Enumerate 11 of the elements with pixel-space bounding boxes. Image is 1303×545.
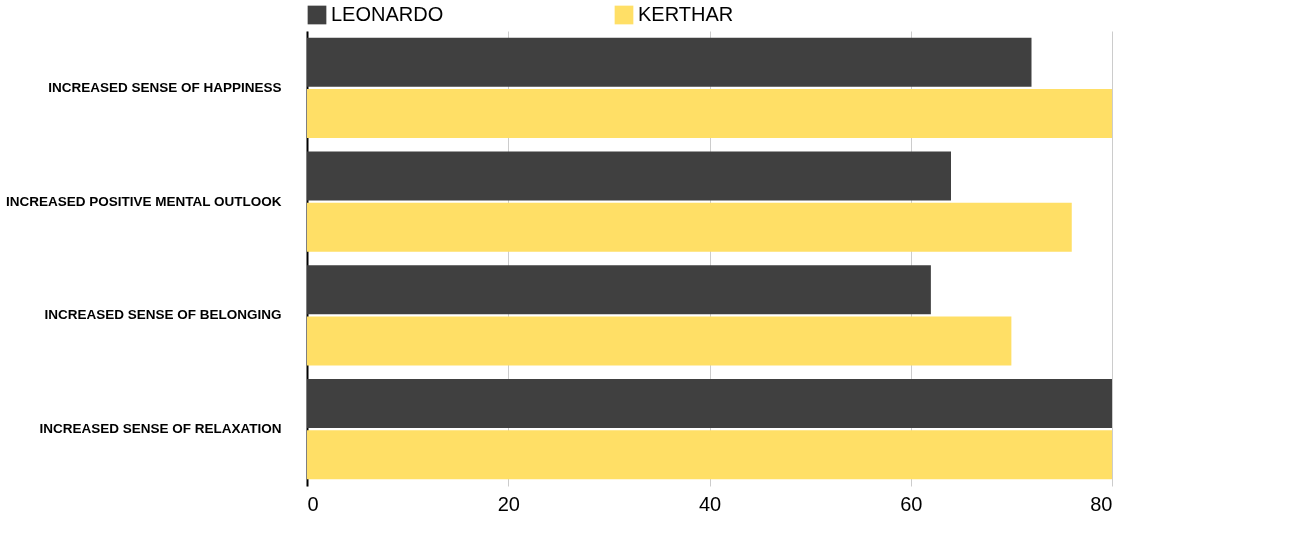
legend-label: KERTHAR: [638, 3, 734, 25]
y-tick-label: INCREASED POSITIVE MENTAL OUTLOOK: [5, 193, 282, 209]
x-tick-label: 20: [497, 492, 520, 515]
y-tick-label: INCREASED SENSE OF BELONGING: [44, 307, 282, 323]
y-tick-label: INCREASED SENSE OF RELAXATION: [39, 421, 282, 437]
legend-label: LEONARDO: [331, 3, 444, 25]
x-tick-label: 0: [307, 492, 319, 515]
x-tick-label: 60: [900, 492, 923, 515]
y-tick-label: INCREASED SENSE OF HAPPINESS: [48, 79, 282, 95]
x-tick-label: 80: [1090, 492, 1113, 515]
x-tick-label: 40: [698, 492, 722, 515]
